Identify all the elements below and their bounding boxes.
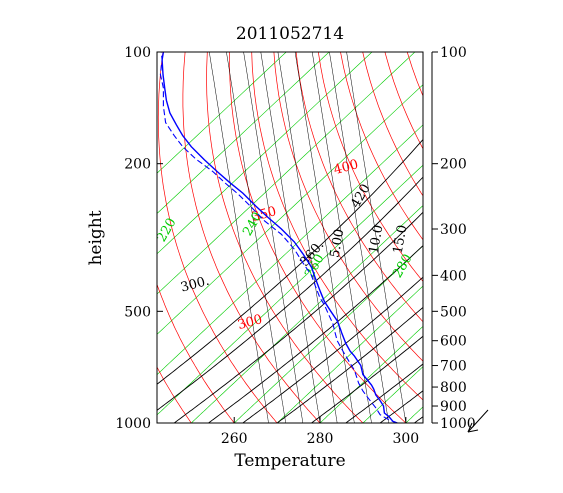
moist-adiabat-line (276, 306, 423, 423)
isotherm-line (157, 52, 416, 295)
x-tick-label: 300 (392, 431, 419, 447)
dry-adiabat-line (229, 52, 407, 423)
isotherm-line (157, 52, 373, 255)
moist-adiabat-line (414, 416, 423, 423)
x-tick-label: 260 (221, 431, 248, 447)
dry-adiabat-line (518, 52, 563, 423)
dry-adiabat-line (496, 52, 563, 423)
isotherm-line (234, 245, 423, 423)
y-tick-label-right: 900 (440, 399, 467, 415)
x-tick-label: 280 (307, 431, 334, 447)
isotherm-line (157, 52, 330, 214)
isopleth-label: 5.00 (328, 228, 348, 259)
dry-adiabat-line (182, 52, 321, 423)
isotherm-line (157, 124, 423, 376)
dry-adiabat-line (295, 52, 423, 323)
dry-adiabat-line (452, 52, 563, 423)
y-tick-label-right: 500 (440, 304, 467, 320)
x-axis-title: Temperature (234, 451, 345, 471)
y-tick-label-right: 300 (440, 222, 467, 238)
moist-adiabat-line (345, 363, 423, 423)
dry-adiabat-line (251, 52, 423, 401)
isotherm-line (157, 164, 423, 416)
mixing-ratio-line (243, 52, 304, 423)
mixing-ratio-line (346, 52, 407, 423)
y-tick-label-left: 1000 (115, 416, 151, 432)
moist-adiabat-line (157, 138, 423, 385)
plot-frame (156, 51, 424, 424)
y-tick-label-right: 1000 (440, 416, 476, 432)
isopleth-label: 15.0 (391, 224, 411, 255)
isopleth-label: 220 (154, 216, 179, 245)
dry-adiabat-line (406, 52, 423, 97)
dry-adiabat-line (384, 52, 423, 150)
y-tick-label-right: 600 (440, 334, 467, 350)
y-tick-label-right: 700 (440, 359, 467, 375)
isopleth-label: 300 (236, 312, 264, 333)
chart-title: 2011052714 (236, 24, 344, 44)
mixing-ratio-line (277, 52, 338, 423)
y-tick-label-right: 800 (440, 380, 467, 396)
y-tick-label-left: 200 (124, 157, 151, 173)
dry-adiabat-line (206, 52, 364, 423)
isotherm-line (405, 406, 423, 423)
isopleth-label: 300. (179, 274, 211, 296)
dry-adiabat-line (273, 52, 423, 362)
isotherm-line (191, 205, 423, 423)
isotherm-line (157, 84, 423, 335)
dry-adiabat-line (20, 52, 63, 423)
y-tick-label-right: 100 (440, 45, 467, 61)
dry-adiabat-line (340, 52, 423, 241)
isotherm-line (362, 366, 423, 423)
y-tick-label-left: 100 (124, 45, 151, 61)
wind-barb-icon (467, 409, 489, 433)
moist-adiabat-line (379, 390, 423, 423)
y-tick-label-left: 500 (124, 304, 151, 320)
moist-adiabat-line (173, 211, 423, 423)
mixing-ratio-line (329, 52, 389, 423)
isotherm-line (157, 52, 287, 174)
mixing-ratio-line (260, 52, 321, 423)
dry-adiabat-line (540, 52, 563, 423)
mixing-ratio-line (209, 52, 269, 423)
isotherm-line (276, 285, 423, 423)
isopleth-label: 400 (332, 157, 360, 178)
dry-adiabat-line (474, 52, 563, 423)
isopleth-label: 10.0 (367, 224, 387, 255)
moist-adiabat-line (208, 245, 423, 423)
dry-adiabat-line (157, 366, 192, 423)
y-tick-label-right: 200 (440, 157, 467, 173)
sounding-profile-line (159, 52, 398, 423)
y-tick-label-right: 400 (440, 268, 467, 284)
isotherm-line (492, 52, 563, 423)
isotherm-line (535, 52, 563, 423)
dry-adiabat-line (157, 52, 278, 423)
moist-adiabat-line (242, 276, 423, 423)
dry-adiabat-line (157, 283, 235, 423)
sounding-profile-line (161, 52, 398, 423)
moist-adiabat-line (157, 176, 423, 411)
moist-adiabat-line (311, 335, 423, 423)
y-axis-title: height (86, 210, 106, 265)
